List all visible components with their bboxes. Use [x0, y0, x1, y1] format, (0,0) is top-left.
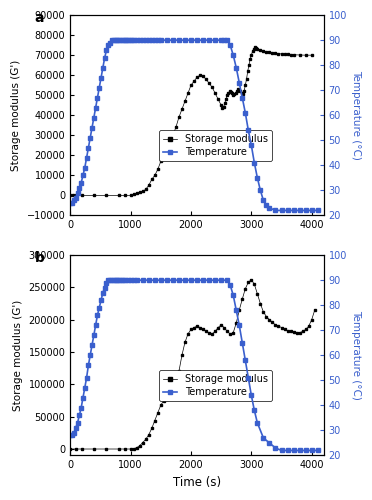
Legend: Storage modulus, Temperature: Storage modulus, Temperature — [159, 370, 272, 401]
Text: b: b — [35, 251, 45, 265]
Legend: Storage modulus, Temperature: Storage modulus, Temperature — [159, 130, 272, 161]
Y-axis label: Temperature (°C): Temperature (°C) — [351, 70, 361, 160]
X-axis label: Time (s): Time (s) — [173, 476, 221, 489]
Text: a: a — [35, 11, 44, 25]
Y-axis label: Storage modulus (G'): Storage modulus (G') — [11, 60, 21, 171]
Y-axis label: Storage modulus (G'): Storage modulus (G') — [13, 300, 23, 411]
Y-axis label: Temperature (°C): Temperature (°C) — [351, 310, 361, 400]
